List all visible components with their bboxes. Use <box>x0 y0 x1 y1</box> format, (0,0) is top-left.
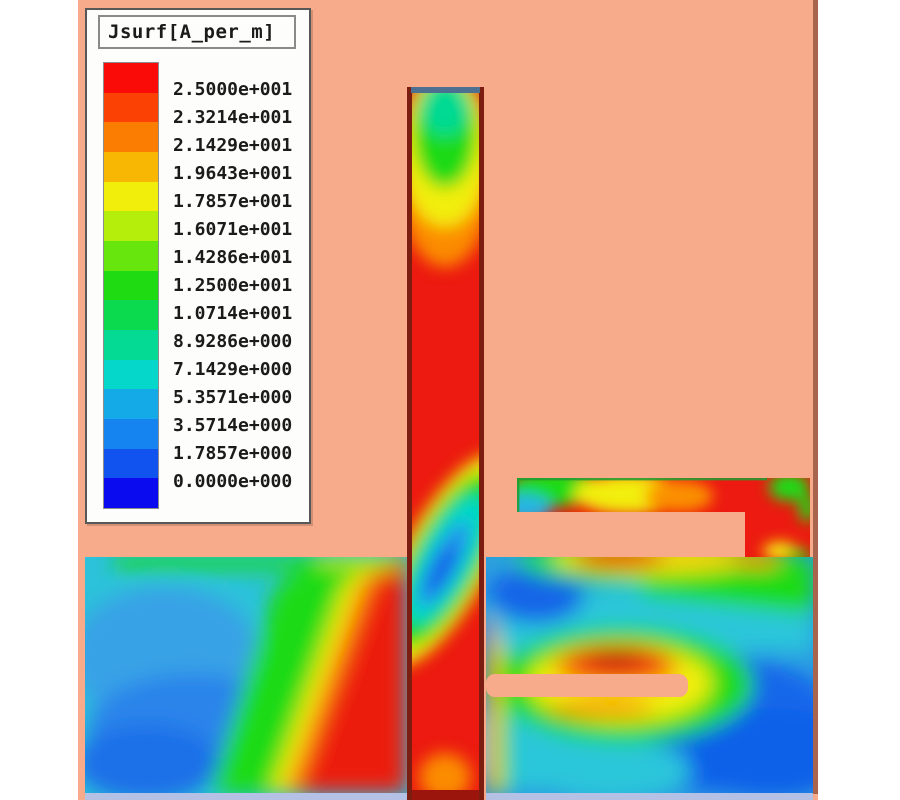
legend-band <box>104 389 158 420</box>
inverted-l-branch[interactable] <box>517 478 810 557</box>
legend-band <box>104 359 158 390</box>
legend-title-box: Jsurf[A_per_m] <box>98 15 296 49</box>
legend-value: 1.9643e+001 <box>173 163 293 184</box>
legend-title: Jsurf[A_per_m] <box>108 21 276 43</box>
legend-colorbar <box>103 62 159 509</box>
legend-band <box>104 270 158 301</box>
monopole-right-border <box>479 87 484 800</box>
legend-value: 1.7857e+001 <box>173 191 293 212</box>
plot-viewport[interactable] <box>78 0 818 800</box>
legend-band <box>104 330 158 360</box>
legend-band <box>104 448 158 479</box>
legend-band <box>104 211 158 242</box>
legend-value: 7.1429e+000 <box>173 359 293 380</box>
right-ground-contours <box>486 557 813 793</box>
legend-value: 8.9286e+000 <box>173 331 293 352</box>
legend-value: 2.1429e+001 <box>173 135 293 156</box>
legend-band <box>104 300 158 331</box>
legend-value: 0.0000e+000 <box>173 471 293 492</box>
model-box-edge <box>813 0 818 794</box>
monopole-strip[interactable] <box>407 87 484 800</box>
right-ground-plane[interactable] <box>486 557 813 793</box>
monopole-bottom-edge <box>412 790 479 800</box>
legend-value: 2.3214e+001 <box>173 107 293 128</box>
legend-value: 1.0714e+001 <box>173 303 293 324</box>
legend-band <box>104 152 158 182</box>
legend-band <box>104 181 158 212</box>
legend-value: 1.2500e+001 <box>173 275 293 296</box>
bottom-edge-strip-left <box>85 793 407 800</box>
legend-value: 1.6071e+001 <box>173 219 293 240</box>
legend-band <box>104 92 158 123</box>
legend-value: 5.3571e+000 <box>173 387 293 408</box>
legend-band <box>104 241 158 271</box>
ground-slot <box>486 674 688 697</box>
legend-band <box>104 122 158 153</box>
left-ground-plane[interactable] <box>85 557 407 793</box>
legend-band <box>104 419 158 449</box>
legend-band <box>104 478 158 509</box>
legend-value: 3.5714e+000 <box>173 415 293 436</box>
monopole-left-border <box>407 87 412 800</box>
left-ground-contours <box>85 557 407 793</box>
legend-value: 1.4286e+001 <box>173 247 293 268</box>
legend-value: 1.7857e+000 <box>173 443 293 464</box>
l-branch-contours <box>517 478 810 557</box>
bottom-edge-strip-right <box>486 793 813 800</box>
legend-value: 2.5000e+001 <box>173 79 293 100</box>
legend-band <box>104 63 158 93</box>
color-scale-legend[interactable]: Jsurf[A_per_m] 2.5000e+001 2.3214e+001 2… <box>85 8 311 524</box>
legend-values: 2.5000e+001 2.3214e+001 2.1429e+001 1.96… <box>173 81 292 491</box>
monopole-top-cap <box>411 87 480 93</box>
